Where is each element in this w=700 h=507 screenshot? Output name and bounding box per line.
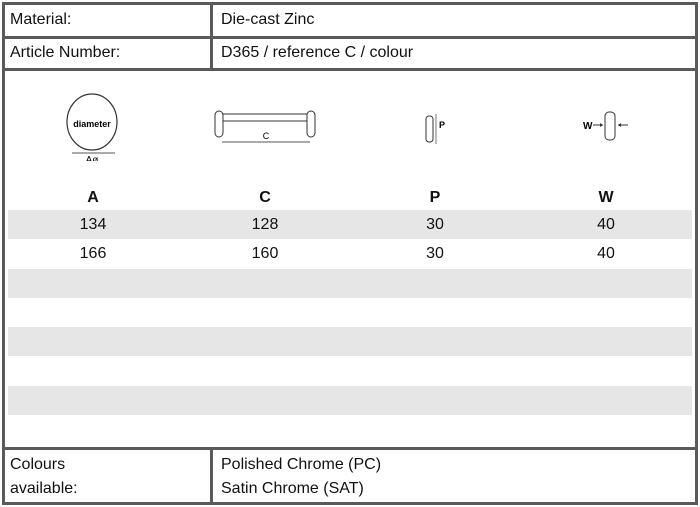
diameter-diagram-icon: diameter Aø <box>66 93 118 161</box>
colours-label-line1: Colours <box>10 456 66 473</box>
col-header-p: P <box>429 189 441 206</box>
col-header-w: W <box>598 189 614 206</box>
width-diagram-icon: W <box>583 111 628 141</box>
table-row <box>8 268 692 298</box>
article-row: Article Number: D365 / reference C / col… <box>5 39 695 71</box>
col-header-a: A <box>87 189 99 206</box>
table-row: 134 128 30 40 <box>8 210 692 240</box>
article-value: D365 / reference C / colour <box>221 44 414 61</box>
article-label: Article Number: <box>5 39 213 68</box>
table-row: 166 160 30 40 <box>8 239 692 268</box>
table-cell: 30 <box>426 216 444 233</box>
colours-label-line2: available: <box>10 480 78 497</box>
dimensions-section: diameter Aø C P W A C P W 134 128 30 40 166 1… <box>5 71 695 450</box>
table-row <box>8 298 692 327</box>
table-cell: 30 <box>426 245 444 263</box>
table-row <box>8 415 692 444</box>
projection-diagram-icon: P <box>425 114 445 144</box>
table-cell: 134 <box>79 216 107 233</box>
material-label: Material: <box>5 5 213 36</box>
c-label: C <box>263 131 270 141</box>
diameter-label: diameter <box>73 119 111 129</box>
colours-label: Colours available: <box>5 450 213 502</box>
handle-length-diagram-icon: C <box>214 110 316 143</box>
material-value: Die-cast Zinc <box>221 11 315 28</box>
dimension-header-row: A C P W <box>5 185 695 211</box>
table-cell: 40 <box>597 245 615 263</box>
table-row <box>8 327 692 357</box>
table-row <box>8 357 692 386</box>
table-cell: 160 <box>251 245 279 263</box>
col-header-c: C <box>259 189 271 206</box>
colour-option: Satin Chrome (SAT) <box>221 480 364 497</box>
table-cell: 166 <box>79 245 107 263</box>
colours-row: Colours available: Polished Chrome (PC) … <box>5 450 695 502</box>
diameter-sub-label: Aø <box>86 155 99 161</box>
p-label: P <box>439 120 445 130</box>
table-row <box>8 385 692 416</box>
colours-list: Polished Chrome (PC) Satin Chrome (SAT) <box>216 450 695 502</box>
material-row: Material: Die-cast Zinc <box>5 5 695 39</box>
w-label: W <box>583 121 593 132</box>
colour-option: Polished Chrome (PC) <box>221 456 382 473</box>
table-cell: 128 <box>251 216 279 233</box>
table-cell: 40 <box>597 216 615 233</box>
